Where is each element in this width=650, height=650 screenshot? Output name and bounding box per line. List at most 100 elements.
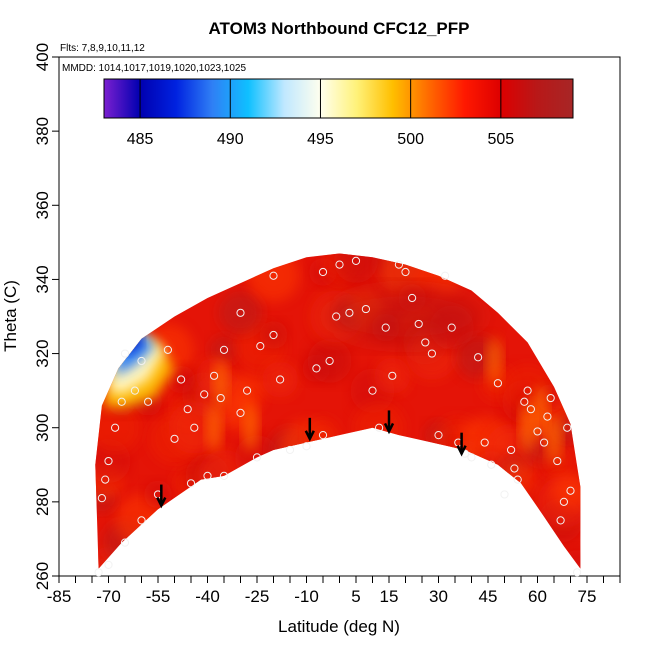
sample-point [200, 390, 209, 399]
colorbar-tick-label: 490 [217, 131, 244, 148]
field-texture [144, 480, 172, 509]
sample-point [236, 408, 245, 417]
sample-point [434, 431, 443, 440]
sample-point [144, 397, 153, 406]
y-tick-label: 360 [33, 191, 52, 219]
x-tick-label: 5 [351, 587, 360, 606]
sample-point [500, 490, 509, 499]
sample-point [447, 323, 456, 332]
sample-point [120, 538, 130, 547]
sample-point [427, 349, 436, 358]
sample-point [523, 386, 532, 395]
sample-points [94, 256, 582, 577]
sample-point [101, 475, 110, 484]
sample-point [170, 434, 179, 443]
sample-point [361, 304, 370, 314]
sample-point [526, 405, 536, 414]
sample-point [219, 345, 229, 354]
arrow-head [456, 445, 467, 457]
sample-point [318, 267, 328, 277]
sample-point [394, 260, 403, 269]
field-texture [262, 361, 299, 398]
sample-point [219, 471, 229, 481]
tropopause-arrow [383, 410, 395, 435]
x-tick-label: -40 [195, 587, 220, 606]
field-highlight [486, 336, 503, 385]
arrow-head [156, 497, 167, 509]
sample-point [137, 356, 146, 366]
field-texture [210, 335, 238, 364]
sample-point [177, 375, 186, 384]
colorbar-tick-label: 500 [397, 131, 424, 148]
sample-point [507, 445, 516, 455]
sample-point [540, 438, 549, 447]
sample-point [97, 494, 107, 503]
y-tick-label: 280 [33, 488, 52, 516]
arrow-head [304, 430, 315, 442]
x-tick-label: 15 [380, 587, 399, 606]
sample-point [368, 386, 377, 395]
sample-point [408, 293, 417, 303]
field-texture [374, 357, 411, 394]
sample-point [137, 516, 146, 525]
sample-point [566, 486, 575, 495]
field-texture [307, 338, 352, 383]
y-axis: 260 280 300 320 340 360 380 400 [33, 43, 59, 590]
sample-point [111, 423, 120, 432]
x-tick-label: -10 [294, 587, 319, 606]
sample-point [318, 431, 328, 440]
colorbar-tick-label: 485 [127, 131, 154, 148]
y-axis-label: Theta (C) [1, 280, 20, 352]
x-tick-label: 30 [429, 587, 448, 606]
sample-point [236, 308, 245, 317]
sample-point [381, 323, 390, 332]
field-dark-region [325, 288, 486, 345]
y-tick-label: 260 [33, 562, 52, 590]
colorbar-tick-label: 495 [307, 131, 334, 148]
sample-point [493, 379, 502, 388]
tropopause-arrow [156, 484, 167, 509]
sample-point [269, 271, 278, 280]
sample-point [533, 427, 542, 436]
sample-point [335, 260, 344, 269]
field-highlight [546, 414, 562, 463]
field-texture [259, 321, 288, 350]
colorbar-tick-label: 505 [487, 131, 514, 148]
sample-point [117, 397, 126, 406]
sample-point [543, 412, 552, 421]
sample-point [183, 405, 192, 414]
arrow-head [383, 422, 395, 435]
x-tick-label: -25 [245, 587, 270, 606]
sample-point [120, 349, 130, 358]
sample-point [414, 319, 423, 329]
sample-point [94, 568, 103, 577]
field-highlight [532, 385, 549, 434]
sample-point [130, 386, 139, 395]
sample-point [546, 393, 555, 403]
dates-note: MMDD: 1014,1017,1019,1020,1023,1025 [62, 63, 246, 74]
x-axis-label: Latitude (deg N) [278, 617, 400, 636]
x-axis: -85 -70 -55 -40 -25 -10 5 15 30 45 60 75 [47, 576, 621, 606]
sample-point [256, 342, 265, 351]
x-tick-label: 60 [528, 587, 547, 606]
sample-point [312, 364, 321, 373]
sample-point [252, 453, 262, 462]
sample-point [388, 371, 397, 380]
field-texture [218, 290, 263, 335]
field-texture [552, 472, 581, 509]
sample-point [210, 371, 219, 380]
field-texture [334, 253, 378, 283]
sample-point [510, 464, 519, 473]
sample-point [375, 423, 384, 432]
x-tick-label: -85 [47, 587, 72, 606]
y-tick-label: 300 [33, 414, 52, 442]
x-tick-label: -55 [146, 587, 171, 606]
sample-point [559, 497, 569, 506]
sample-point [243, 386, 252, 395]
field-highlight [206, 403, 223, 452]
sample-point [563, 423, 572, 432]
flights-note: Flts: 7,8,9,10,11,12 [60, 43, 145, 54]
sample-point [104, 456, 113, 466]
sample-point [285, 445, 295, 455]
